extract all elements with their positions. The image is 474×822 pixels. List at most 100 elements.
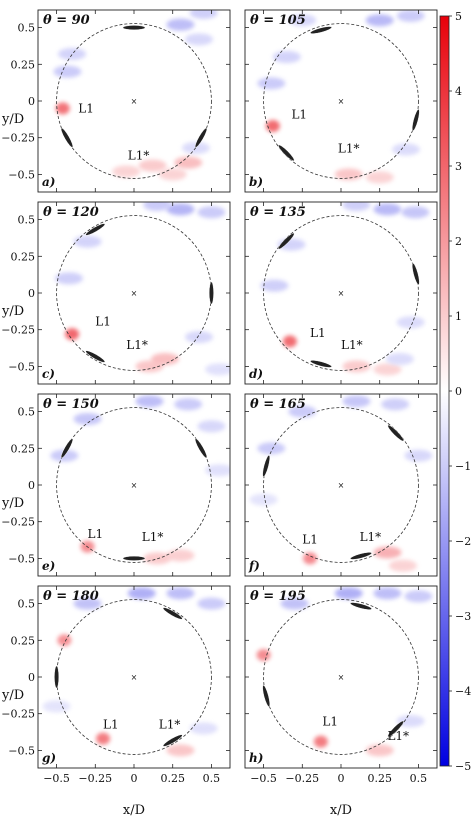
positive-vorticity-patch: [373, 546, 402, 559]
y-tick-label: 0: [28, 95, 35, 108]
panel-title: θ = 90: [43, 13, 90, 28]
negative-vorticity-patch: [401, 206, 430, 219]
colorbar: 5 4 3 2 1 0 −1 −2 −3 −4 −5: [439, 10, 471, 773]
positive-vorticity-patch: [256, 648, 271, 661]
y-tick-label: 0: [28, 671, 35, 684]
blade: [310, 26, 332, 34]
blade: [209, 281, 214, 305]
center-marker: ×: [338, 481, 345, 490]
positive-vorticity-patch: [282, 335, 297, 348]
annotation-l1: L1: [302, 533, 318, 547]
blade: [162, 607, 183, 620]
blade: [195, 438, 208, 459]
y-tick-label: −0.25: [1, 132, 35, 145]
negative-vorticity-patch: [189, 10, 218, 19]
y-tick-label: −0.25: [1, 708, 35, 721]
annotation-l1-star: L1*: [128, 149, 150, 163]
negative-vorticity-patch: [135, 395, 164, 408]
y-tick-label: −0.5: [8, 168, 35, 181]
negative-vorticity-patch: [166, 18, 195, 31]
panel-label: f): [248, 559, 260, 573]
annotation-l1: L1: [322, 714, 338, 728]
y-tick-label: 0.5: [18, 22, 36, 35]
negative-vorticity-patch: [373, 587, 402, 600]
y-tick-label: 0.25: [11, 442, 36, 455]
positive-vorticity-patch: [65, 328, 80, 341]
reference-circle: [263, 23, 419, 179]
reference-circle: [263, 407, 419, 563]
blade: [387, 424, 404, 442]
negative-vorticity-patch: [392, 143, 421, 156]
panel-7: × L1 L1* θ = 180 g) −0.5 −0.25 0 0.25 0.5 0.5 0.25 0…: [1, 585, 231, 785]
panel-background: [38, 202, 230, 384]
negative-vorticity-patch: [385, 353, 414, 366]
y-axis-label: y/D: [1, 112, 24, 127]
y-tick-label: 0: [28, 479, 35, 492]
blade: [85, 223, 106, 236]
annotation-l1-star: L1*: [387, 729, 409, 743]
negative-vorticity-patch: [396, 10, 425, 22]
blade: [122, 555, 146, 561]
negative-vorticity-patch: [365, 14, 394, 27]
panel-label: d): [249, 367, 263, 381]
negative-vorticity-patch: [127, 587, 156, 600]
y-tick-label: 0.5: [18, 598, 36, 611]
panel-background: [38, 394, 230, 576]
colorbar-tick-label: −5: [455, 760, 471, 773]
colorbar-tick-label: −1: [455, 460, 471, 473]
y-axis-label: y/D: [1, 688, 24, 703]
positive-vorticity-patch: [373, 363, 402, 376]
negative-vorticity-patch: [373, 203, 402, 216]
negative-vorticity-patch: [42, 700, 71, 713]
negative-vorticity-patch: [185, 331, 214, 344]
negative-vorticity-patch: [174, 398, 203, 411]
panel-background: [245, 10, 437, 192]
annotation-l1-star: L1*: [338, 141, 360, 155]
positive-vorticity-patch: [138, 159, 167, 172]
reference-circle: [56, 23, 212, 179]
annotation-l1: L1: [88, 527, 104, 541]
y-tick-label: −0.25: [1, 324, 35, 337]
x-tick-label: 0.5: [410, 772, 428, 785]
positive-vorticity-patch: [174, 156, 203, 169]
y-tick-label: 0: [28, 287, 35, 300]
annotation-l1-star: L1*: [360, 530, 382, 544]
annotation-l1-star: L1*: [341, 338, 363, 352]
blade: [60, 127, 73, 148]
negative-vorticity-patch: [260, 279, 289, 292]
blade: [387, 720, 404, 738]
x-tick-label: −0.25: [285, 772, 319, 785]
positive-vorticity-patch: [96, 732, 111, 745]
negative-vorticity-patch: [205, 464, 230, 477]
reference-circle: [263, 215, 419, 371]
negative-vorticity-patch: [166, 203, 195, 216]
blade: [262, 455, 270, 477]
center-marker: ×: [131, 289, 138, 298]
colorbar-tick-label: 1: [455, 310, 462, 323]
blade: [412, 263, 420, 285]
y-axis-label: y/D: [1, 304, 24, 319]
positive-vorticity-patch: [365, 744, 394, 757]
panel-title: θ = 195: [250, 589, 306, 604]
blade: [60, 438, 73, 459]
axis-labels: y/D y/D y/D y/D x/D x/D: [1, 112, 352, 818]
panel-field: × L1 L1*: [256, 587, 433, 757]
panel-field: × L1 L1*: [50, 395, 230, 565]
colorbar-tick-label: 3: [455, 160, 462, 173]
colorbar-tick-label: −4: [455, 685, 471, 698]
positive-vorticity-patch: [388, 559, 417, 572]
negative-vorticity-patch: [342, 202, 371, 211]
y-tick-label: 0.5: [18, 406, 36, 419]
annotation-l1-star: L1*: [142, 530, 164, 544]
panel-4: × L1 L1* θ = 135 d): [244, 201, 438, 385]
y-tick-label: −0.25: [1, 516, 35, 529]
y-tick-label: 0.25: [11, 58, 36, 71]
panel-label: b): [249, 175, 263, 189]
negative-vorticity-patch: [396, 715, 425, 728]
panel-field: × L1 L1*: [42, 587, 226, 757]
positive-vorticity-patch: [55, 102, 70, 115]
positive-vorticity-patch: [313, 735, 328, 748]
colorbar-tick-label: −2: [455, 535, 471, 548]
colorbar-gradient: [439, 15, 450, 767]
